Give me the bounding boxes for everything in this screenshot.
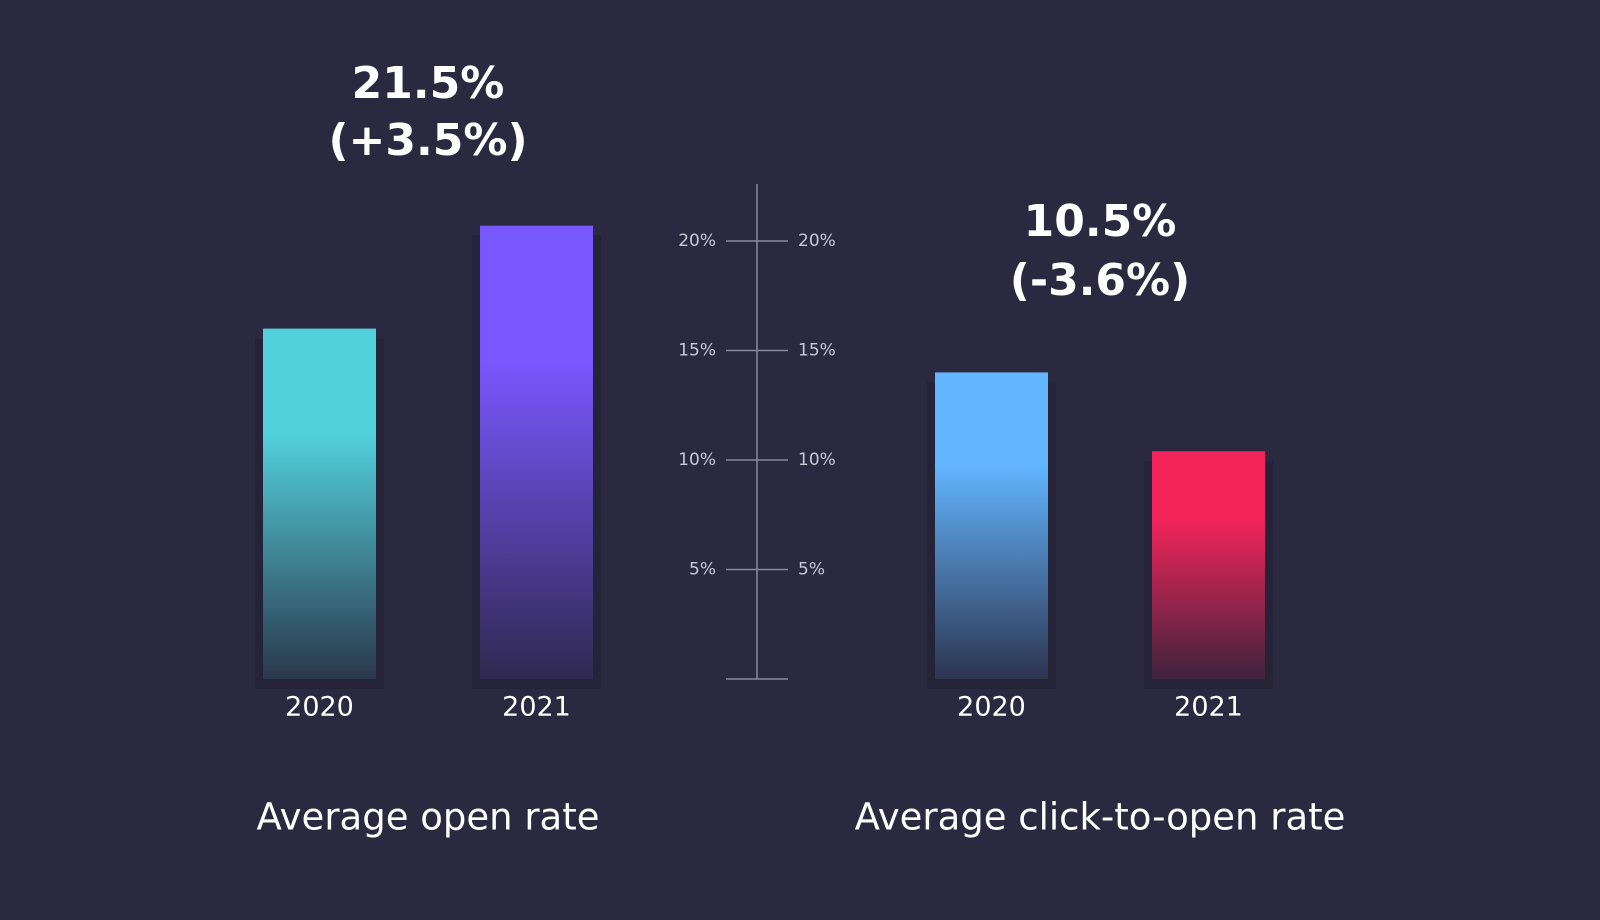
bar bbox=[480, 225, 593, 680]
y-tick-label: 20% bbox=[678, 231, 716, 251]
x-tick-label: 2021 bbox=[502, 692, 571, 723]
x-tick-label: 2020 bbox=[285, 692, 354, 723]
annotation: (+3.5%) bbox=[328, 115, 527, 166]
chart-title: Average open rate bbox=[257, 796, 600, 839]
bar bbox=[263, 328, 376, 679]
y-tick-label: 10% bbox=[678, 450, 716, 470]
chart-title: Average click-to-open rate bbox=[855, 796, 1346, 839]
y-tick-label: 20% bbox=[798, 231, 836, 251]
bar bbox=[1152, 451, 1265, 679]
y-tick-label: 15% bbox=[678, 341, 716, 361]
y-tick-label: 5% bbox=[689, 560, 716, 580]
x-tick-label: 2021 bbox=[1174, 692, 1243, 723]
annotation: (-3.6%) bbox=[1010, 255, 1191, 306]
x-tick-label: 2020 bbox=[957, 692, 1026, 723]
annotation: 10.5% bbox=[1024, 196, 1177, 247]
y-tick-label: 15% bbox=[798, 341, 836, 361]
y-tick-label: 10% bbox=[798, 450, 836, 470]
bar bbox=[935, 372, 1048, 679]
annotation: 21.5% bbox=[352, 58, 505, 109]
y-tick-label: 5% bbox=[798, 560, 825, 580]
